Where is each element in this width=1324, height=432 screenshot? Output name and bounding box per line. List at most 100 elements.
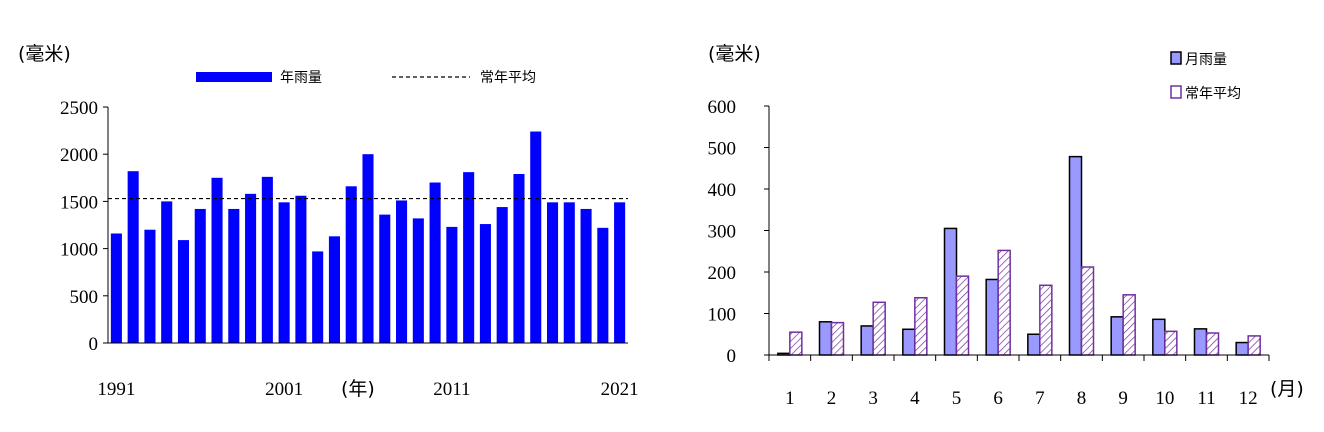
monthly-bar-6 xyxy=(985,278,999,356)
annual-bar-2012 xyxy=(463,172,475,343)
normal-bar-3 xyxy=(872,301,886,356)
annual-bar-2003 xyxy=(312,251,324,343)
right-x-axis-ticks: 1 2 3 4 5 6 7 8 9 10 11 12 xyxy=(768,355,1270,409)
normal-bar-8 xyxy=(1080,266,1095,356)
left-y-unit-label: (毫米) xyxy=(18,43,71,65)
annual-bar-2004 xyxy=(328,236,340,343)
right-y-unit-label: (毫米) xyxy=(708,43,761,65)
annual-bar-2006 xyxy=(362,154,374,343)
normal-bar-7 xyxy=(1039,284,1053,356)
normal-bar-6 xyxy=(997,249,1011,356)
left-y-tick-label: 2500 xyxy=(60,98,98,119)
legend-label-average: 常年平均 xyxy=(480,70,536,86)
annual-bar-2002 xyxy=(295,195,307,343)
left-x-tick-label: 2011 xyxy=(433,379,470,400)
annual-bar-1999 xyxy=(245,193,257,343)
right-x-tick-label: 11 xyxy=(1197,388,1215,409)
monthly-bar-10 xyxy=(1152,318,1166,356)
left-legend: 年雨量 常年平均 xyxy=(196,70,536,86)
annual-bar-1996 xyxy=(194,208,206,343)
annual-bar-2009 xyxy=(412,218,424,343)
right-y-tick-label: 500 xyxy=(708,139,737,160)
right-x-tick-label: 3 xyxy=(868,388,878,409)
legend-label-annual: 年雨量 xyxy=(280,70,322,86)
left-y-tick-label: 500 xyxy=(70,287,99,308)
right-x-tick-label: 5 xyxy=(952,388,962,409)
annual-bar-2014 xyxy=(496,207,508,343)
monthly-bar-4 xyxy=(902,328,916,356)
annual-bar-1993 xyxy=(144,229,156,343)
left-y-tick-label: 0 xyxy=(89,334,99,355)
right-x-unit-label: (月) xyxy=(1270,378,1304,400)
normal-bar-12 xyxy=(1247,335,1261,356)
left-x-unit-label: (年) xyxy=(341,378,375,400)
annual-bar-2007 xyxy=(379,214,391,343)
annual-bar-2021 xyxy=(614,202,626,343)
left-x-tick-label: 1991 xyxy=(97,379,135,400)
annual-bar-2000 xyxy=(261,176,273,343)
left-y-tick-label: 1500 xyxy=(60,192,98,213)
legend-label-normal: 常年平均 xyxy=(1185,86,1241,102)
monthly-bar-5 xyxy=(943,227,958,356)
right-x-tick-label: 8 xyxy=(1077,388,1087,409)
annual-bar-1992 xyxy=(127,171,139,343)
normal-bar-10 xyxy=(1164,330,1178,356)
monthly-bars xyxy=(777,155,1261,356)
annual-bar-2011 xyxy=(446,226,458,343)
annual-rainfall-chart: (毫米) 0 500 1000 1500 2000 2500 1991 2001 2011 20… xyxy=(18,43,639,400)
right-y-tick-label: 300 xyxy=(708,222,737,243)
normal-bar-2 xyxy=(830,321,845,356)
legend-swatch-annual xyxy=(196,72,272,82)
monthly-bar-9 xyxy=(1110,316,1124,356)
right-x-tick-label: 1 xyxy=(785,388,795,409)
annual-bar-2013 xyxy=(479,224,491,343)
right-y-tick-label: 200 xyxy=(708,263,737,284)
monthly-bar-7 xyxy=(1027,333,1041,356)
normal-bar-11 xyxy=(1205,332,1220,356)
normal-bar-4 xyxy=(914,296,928,356)
annual-bar-2020 xyxy=(597,227,609,343)
right-y-tick-label: 100 xyxy=(708,305,737,326)
right-x-tick-label: 4 xyxy=(910,388,920,409)
monthly-bar-11 xyxy=(1193,328,1208,356)
right-legend: 月雨量 常年平均 xyxy=(1170,51,1241,102)
right-x-tick-label: 6 xyxy=(993,388,1003,409)
right-y-tick-label: 600 xyxy=(708,97,737,118)
right-y-tick-label: 400 xyxy=(708,180,737,201)
annual-bar-2010 xyxy=(429,182,441,343)
left-x-tick-label: 2001 xyxy=(265,379,303,400)
annual-bar-2018 xyxy=(563,202,575,343)
right-y-tick-label: 0 xyxy=(727,346,737,367)
monthly-bar-2 xyxy=(818,321,833,356)
right-x-tick-label: 10 xyxy=(1155,388,1174,409)
annual-bar-2017 xyxy=(546,202,559,343)
legend-swatch-monthly xyxy=(1170,51,1182,65)
annual-bars xyxy=(110,131,626,343)
normal-bar-5 xyxy=(955,275,970,356)
monthly-bar-8 xyxy=(1068,155,1083,356)
left-x-tick-label: 2021 xyxy=(601,379,639,400)
annual-bar-1997 xyxy=(211,177,223,343)
annual-bar-1995 xyxy=(177,240,190,343)
right-x-tick-label: 2 xyxy=(827,388,837,409)
left-y-tick-label: 2000 xyxy=(60,145,98,166)
annual-bar-2015 xyxy=(513,174,525,343)
right-x-tick-label: 7 xyxy=(1035,388,1045,409)
annual-bar-2016 xyxy=(530,131,542,343)
monthly-bar-3 xyxy=(860,325,874,356)
normal-bar-9 xyxy=(1122,294,1136,356)
legend-swatch-normal xyxy=(1170,85,1182,99)
annual-bar-2019 xyxy=(580,208,592,343)
right-x-tick-label: 9 xyxy=(1118,388,1128,409)
annual-bar-1991 xyxy=(110,233,122,343)
right-x-tick-label: 12 xyxy=(1239,388,1258,409)
annual-bar-2005 xyxy=(345,186,357,343)
normal-bar-1 xyxy=(789,331,803,356)
annual-bar-2008 xyxy=(396,200,408,343)
left-y-tick-label: 1000 xyxy=(60,240,98,261)
annual-bar-1994 xyxy=(161,201,173,343)
left-y-axis-ticks: 0 500 1000 1500 2000 2500 xyxy=(60,98,108,355)
monthly-bar-12 xyxy=(1235,341,1249,356)
